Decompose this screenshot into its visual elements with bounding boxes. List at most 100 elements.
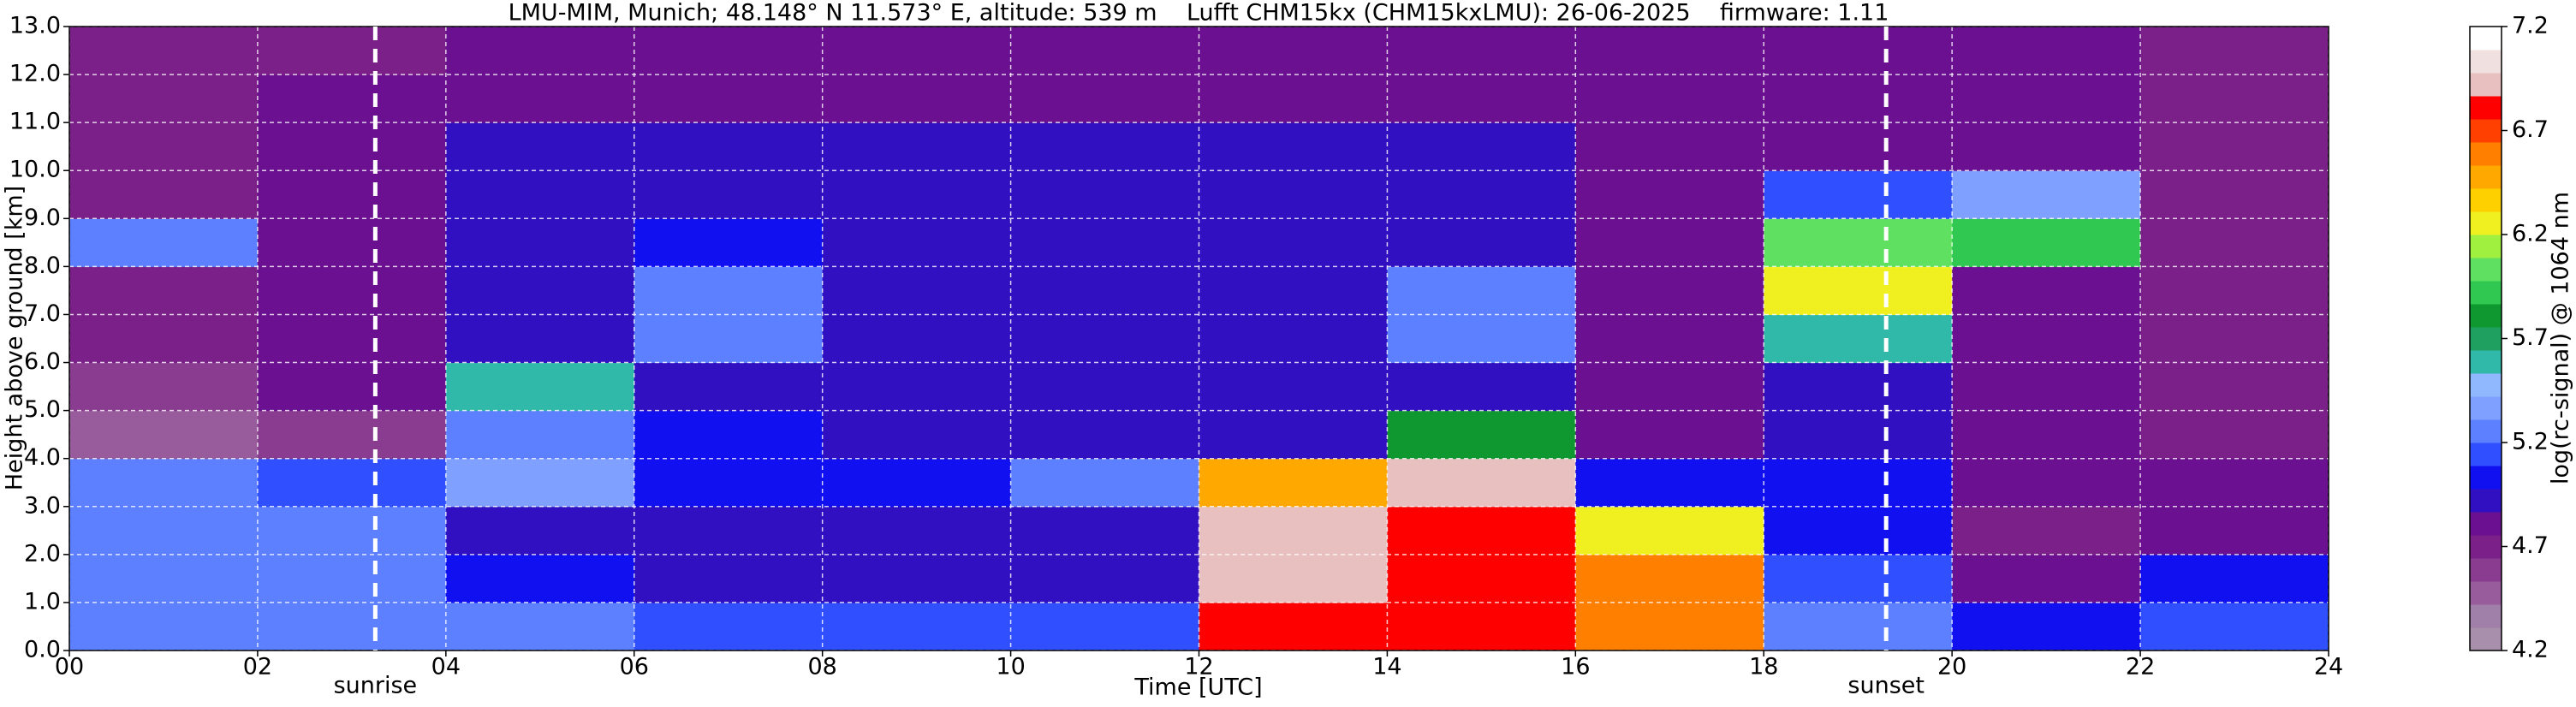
heatmap-cell xyxy=(1199,266,1388,315)
heatmap-cell xyxy=(257,266,447,315)
heatmap-cell xyxy=(1952,410,2141,460)
heatmap-cell xyxy=(634,554,824,603)
heatmap-cell xyxy=(1010,170,1199,219)
y-axis-label: Height above ground [km] xyxy=(2,186,28,490)
heatmap-cell xyxy=(822,27,1012,75)
heatmap-cell xyxy=(445,410,635,460)
colorbar-swatch xyxy=(2470,258,2502,282)
x-tick-label: 12 xyxy=(1184,654,1213,680)
heatmap-cell xyxy=(445,458,635,508)
colorbar-swatch xyxy=(2470,142,2502,166)
heatmap-cell xyxy=(257,410,447,460)
heatmap-cell xyxy=(1952,74,2141,123)
heatmap-cell xyxy=(69,74,259,123)
heatmap-cell xyxy=(1575,506,1764,556)
heatmap-cell xyxy=(2140,170,2329,219)
heatmap-cell xyxy=(822,122,1012,171)
heatmap-cell xyxy=(1764,602,1953,651)
heatmap-cell xyxy=(69,506,259,556)
heatmap-cell xyxy=(2140,314,2329,364)
colorbar-swatch xyxy=(2470,489,2502,513)
heatmap-cell xyxy=(822,362,1012,412)
x-tick-label: 04 xyxy=(431,654,461,680)
heatmap-cell xyxy=(257,218,447,267)
heatmap-cell xyxy=(1575,314,1764,364)
y-tick-label: 3.0 xyxy=(24,492,61,519)
y-tick-label: 9.0 xyxy=(24,205,61,231)
heatmap-cell xyxy=(1387,218,1576,267)
heatmap-cell xyxy=(1387,554,1576,603)
x-tick-label: 14 xyxy=(1372,654,1401,680)
x-tick-label: 06 xyxy=(620,654,649,680)
heatmap-cell xyxy=(69,410,259,460)
heatmap-cell xyxy=(1764,266,1953,315)
heatmap-cell xyxy=(634,362,824,412)
heatmap-cell xyxy=(2140,362,2329,412)
heatmap-cell xyxy=(257,170,447,219)
x-tick-label: 08 xyxy=(807,654,836,680)
colorbar-swatch xyxy=(2470,558,2502,582)
heatmap-cell xyxy=(1575,458,1764,508)
colorbar-tick-label: 4.2 xyxy=(2512,637,2549,663)
heatmap-cell xyxy=(634,74,824,123)
y-tick-label: 2.0 xyxy=(24,540,61,567)
y-tick-label: 8.0 xyxy=(24,253,61,279)
heatmap-cell xyxy=(1764,74,1953,123)
heatmap-cell xyxy=(1575,122,1764,171)
heatmap-cell xyxy=(822,602,1012,651)
heatmap-cell xyxy=(2140,458,2329,508)
heatmap-cell xyxy=(445,362,635,412)
heatmap-cell xyxy=(257,74,447,123)
y-tick-label: 12.0 xyxy=(9,61,61,87)
heatmap-cell xyxy=(2140,554,2329,603)
heatmap-cell xyxy=(1575,218,1764,267)
heatmap-cell xyxy=(445,554,635,603)
heatmap-cell xyxy=(445,122,635,171)
colorbar-swatch xyxy=(2470,304,2502,328)
colorbar-tick-label: 4.7 xyxy=(2512,532,2549,559)
heatmap-cell xyxy=(1387,362,1576,412)
heatmap-cell xyxy=(257,314,447,364)
heatmap-cell xyxy=(2140,122,2329,171)
heatmap-cell xyxy=(1010,362,1199,412)
heatmap-cell xyxy=(634,27,824,75)
heatmap-cell xyxy=(634,218,824,267)
colorbar-tick-label: 6.2 xyxy=(2512,221,2549,247)
heatmap-cell xyxy=(634,122,824,171)
y-tick-label: 7.0 xyxy=(24,300,61,327)
y-tick-label: 11.0 xyxy=(9,109,61,135)
colorbar-swatch xyxy=(2470,50,2502,74)
heatmap-cell xyxy=(257,458,447,508)
x-tick-label: 18 xyxy=(1749,654,1778,680)
heatmap-cell xyxy=(257,362,447,412)
x-tick-label: 16 xyxy=(1561,654,1590,680)
heatmap-cell xyxy=(1387,266,1576,315)
heatmap-cell xyxy=(1199,362,1388,412)
heatmap-cell xyxy=(1010,74,1199,123)
heatmap-cell xyxy=(1952,458,2141,508)
heatmap-cell xyxy=(822,506,1012,556)
heatmap-cell xyxy=(822,218,1012,267)
colorbar-swatch xyxy=(2470,627,2502,651)
heatmap-cell xyxy=(69,122,259,171)
heatmap-cell xyxy=(1387,170,1576,219)
heatmap-cell xyxy=(445,314,635,364)
colorbar-swatch xyxy=(2470,535,2502,559)
heatmap-cell xyxy=(1764,362,1953,412)
heatmap-cell xyxy=(1199,122,1388,171)
heatmap-cell xyxy=(69,554,259,603)
y-tick-label: 6.0 xyxy=(24,348,61,375)
annotation-label: sunrise xyxy=(334,673,418,699)
heatmap-cell xyxy=(69,27,259,75)
x-tick-label: 20 xyxy=(1937,654,1966,680)
heatmap-cell xyxy=(1199,554,1388,603)
heatmap-cell xyxy=(1764,27,1953,75)
x-tick-label: 00 xyxy=(55,654,84,680)
heatmap-cell xyxy=(634,602,824,651)
heatmap-cell xyxy=(2140,506,2329,556)
heatmap-cell xyxy=(1010,266,1199,315)
heatmap-cell xyxy=(1764,218,1953,267)
heatmap-cell xyxy=(69,266,259,315)
heatmap-cell xyxy=(1764,122,1953,171)
